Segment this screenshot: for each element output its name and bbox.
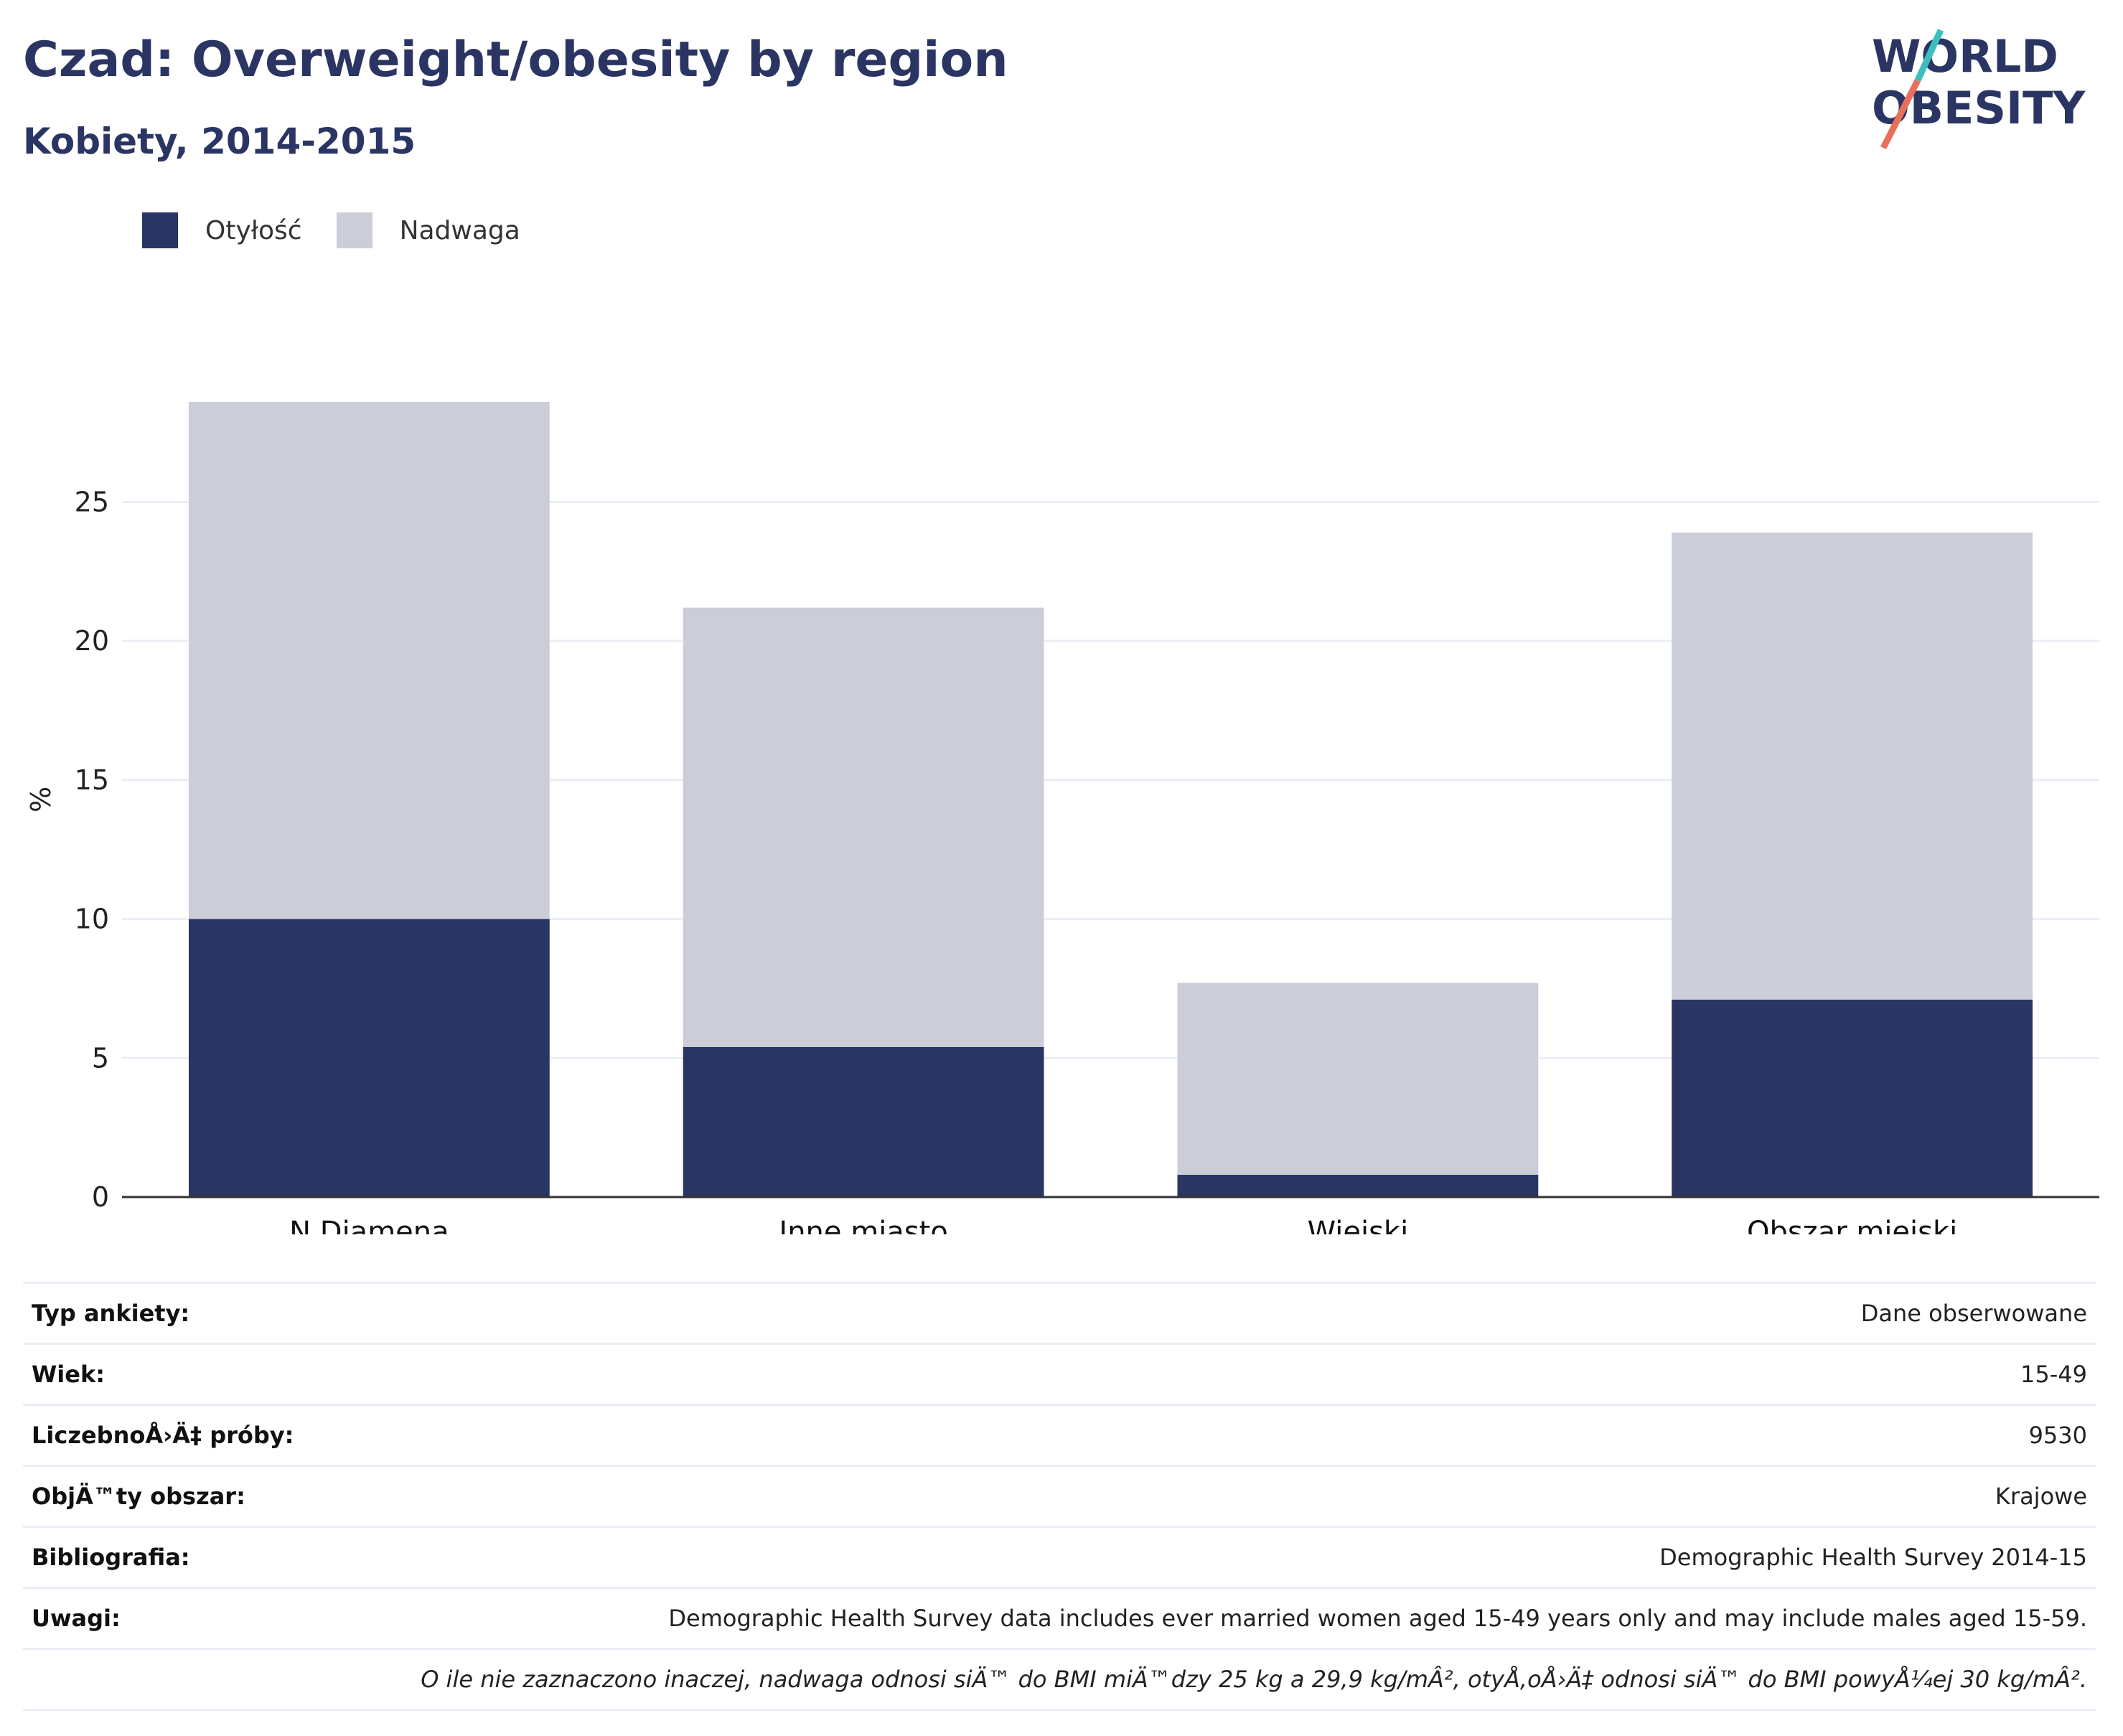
logo-slash-top — [1914, 29, 1944, 82]
x-axis: N.Djamena Inne miasto Wiejski Obszar miejsk… — [122, 1196, 2099, 1234]
legend-swatch-overweight — [336, 212, 372, 248]
chart-legend: Otyłość Nadwaga — [142, 212, 555, 248]
legend-item-overweight[interactable]: Nadwaga — [336, 212, 520, 248]
y-tick-label: 25 — [75, 486, 109, 517]
bar-obesity[interactable] — [1177, 1175, 1539, 1197]
info-label: ObjÄ™ty obszar: — [32, 1483, 245, 1510]
info-value: O ile nie zaznaczono inaczej, nadwaga od… — [421, 1666, 2087, 1693]
bar-overweight[interactable] — [188, 402, 550, 919]
info-value: 9530 — [2028, 1422, 2087, 1449]
info-label: Bibliografia: — [32, 1544, 190, 1571]
bar-obesity[interactable] — [1672, 999, 2033, 1197]
bar-chart: 0 5 10 15 20 25 N.Djamena Inne miasto Wiejski Ob… — [25, 402, 2099, 1234]
survey-info-table: Typ ankiety: Dane obserwowane Wiek: 15-49 Li… — [23, 1282, 2096, 1711]
bar-obesity[interactable] — [683, 1046, 1044, 1197]
legend-item-obesity[interactable]: Otyłość — [142, 212, 302, 248]
info-label: LiczebnoÅ›Ä‡ próby: — [32, 1422, 294, 1449]
info-value: 15-49 — [2020, 1361, 2087, 1388]
logo-slash-bottom — [1880, 78, 1921, 150]
info-row: Bibliografia: Demographic Health Survey 2… — [23, 1526, 2096, 1587]
legend-label-overweight: Nadwaga — [399, 215, 520, 245]
y-tick-label: 5 — [92, 1042, 109, 1074]
info-value: Demographic Health Survey data includes … — [668, 1605, 2087, 1632]
y-tick-label: 0 — [92, 1181, 109, 1213]
legend-swatch-obesity — [142, 212, 178, 248]
info-row: O ile nie zaznaczono inaczej, nadwaga od… — [23, 1648, 2096, 1711]
y-axis: 0 5 10 15 20 25 — [75, 486, 109, 1213]
info-label: Uwagi: — [32, 1605, 121, 1632]
info-row: Uwagi: Demographic Health Survey data inc… — [23, 1587, 2096, 1648]
bar-overweight[interactable] — [1177, 982, 1539, 1176]
info-label: Typ ankiety: — [32, 1300, 190, 1327]
x-tick-label: Obszar miejski — [1747, 1216, 1957, 1234]
info-row: LiczebnoÅ›Ä‡ próby: 9530 — [23, 1404, 2096, 1465]
world-obesity-logo: WORLD OBESITY — [1872, 29, 2086, 150]
chart-subtitle: Kobiety, 2014-2015 — [23, 121, 416, 162]
logo-line1: WORLD — [1872, 30, 2058, 83]
info-value: Dane obserwowane — [1860, 1300, 2087, 1327]
info-row: ObjÄ™ty obszar: Krajowe — [23, 1465, 2096, 1526]
bar-overweight[interactable] — [683, 607, 1044, 1047]
y-tick-label: 20 — [75, 625, 109, 657]
legend-label-obesity: Otyłość — [205, 215, 302, 245]
info-value: Krajowe — [1995, 1483, 2087, 1510]
y-axis-label: % — [25, 787, 57, 812]
y-tick-label: 15 — [75, 764, 109, 796]
bar-overweight[interactable] — [1672, 532, 2033, 1000]
info-row: Wiek: 15-49 — [23, 1343, 2096, 1404]
bar-obesity[interactable] — [188, 919, 550, 1197]
logo-line2: OBESITY — [1872, 82, 2086, 134]
chart-title: Czad: Overweight/obesity by region — [23, 32, 1008, 88]
x-tick-label: N.Djamena — [289, 1216, 449, 1234]
info-value: Demographic Health Survey 2014-15 — [1659, 1544, 2087, 1571]
info-label: Wiek: — [32, 1361, 106, 1388]
info-row: Typ ankiety: Dane obserwowane — [23, 1282, 2096, 1343]
x-tick-label: Wiejski — [1308, 1216, 1409, 1234]
x-tick-label: Inne miasto — [779, 1216, 947, 1234]
y-tick-label: 10 — [75, 904, 109, 935]
chart-bars — [188, 402, 2033, 1197]
